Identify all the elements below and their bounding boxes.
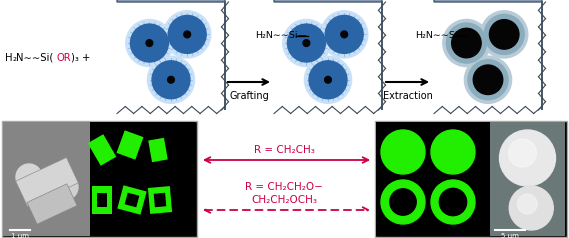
Bar (375, 121, 567, 237)
Text: 1 μm: 1 μm (11, 233, 29, 238)
Polygon shape (16, 158, 79, 207)
Polygon shape (97, 193, 107, 207)
Circle shape (303, 40, 310, 46)
Bar (490, 122, 565, 236)
Circle shape (325, 15, 363, 53)
Circle shape (287, 24, 325, 62)
Text: Extraction: Extraction (383, 91, 433, 101)
Polygon shape (434, 0, 542, 110)
Circle shape (164, 11, 211, 58)
Circle shape (390, 189, 416, 215)
Bar (2, 121, 197, 237)
Text: ₂N∼∼Si(: ₂N∼∼Si( (13, 53, 54, 63)
Circle shape (431, 180, 475, 224)
Polygon shape (125, 193, 139, 207)
Circle shape (168, 15, 206, 53)
Circle shape (464, 56, 512, 103)
Circle shape (473, 65, 503, 94)
Circle shape (443, 20, 490, 67)
Polygon shape (88, 134, 116, 166)
Text: 5 μm: 5 μm (501, 233, 519, 238)
Polygon shape (148, 138, 168, 162)
Circle shape (52, 174, 78, 200)
Polygon shape (117, 185, 147, 215)
Circle shape (452, 28, 481, 58)
Circle shape (320, 11, 368, 58)
Circle shape (304, 56, 352, 103)
Circle shape (468, 60, 508, 100)
Bar (3, 122, 90, 236)
Bar (90, 122, 195, 236)
Polygon shape (27, 184, 77, 224)
Circle shape (147, 56, 195, 103)
Polygon shape (117, 0, 225, 110)
Text: CH₂CH₂OCH₃: CH₂CH₂OCH₃ (251, 195, 317, 205)
Circle shape (447, 23, 486, 63)
Text: H₂N∼∼Si—: H₂N∼∼Si— (415, 31, 467, 40)
Text: R = CH₂CH₃: R = CH₂CH₃ (254, 145, 315, 155)
Circle shape (439, 188, 467, 216)
Circle shape (431, 130, 475, 174)
Circle shape (509, 139, 537, 167)
Circle shape (325, 76, 331, 83)
Circle shape (184, 31, 191, 38)
Circle shape (381, 180, 425, 224)
Bar (376, 122, 490, 236)
Polygon shape (117, 130, 143, 160)
Circle shape (481, 11, 528, 58)
Circle shape (517, 194, 537, 214)
Text: )₃ +: )₃ + (71, 53, 90, 63)
Text: H₂N∼∼Si—: H₂N∼∼Si— (255, 31, 307, 40)
Polygon shape (148, 186, 172, 214)
Polygon shape (92, 186, 112, 214)
Circle shape (500, 130, 555, 186)
Text: OR: OR (57, 53, 72, 63)
Circle shape (126, 20, 173, 67)
Circle shape (381, 130, 425, 174)
Circle shape (16, 164, 42, 190)
Polygon shape (154, 193, 166, 207)
Text: H: H (5, 53, 13, 63)
Circle shape (130, 24, 168, 62)
Circle shape (509, 186, 553, 230)
Text: R = CH₂CH₂O−: R = CH₂CH₂O− (245, 182, 323, 192)
Circle shape (152, 61, 190, 99)
Circle shape (283, 20, 330, 67)
Circle shape (146, 40, 152, 46)
Circle shape (341, 31, 348, 38)
Circle shape (484, 14, 524, 55)
Circle shape (489, 20, 519, 49)
Circle shape (168, 76, 174, 83)
Circle shape (309, 61, 347, 99)
Polygon shape (274, 0, 382, 110)
Text: Grafting: Grafting (229, 91, 269, 101)
